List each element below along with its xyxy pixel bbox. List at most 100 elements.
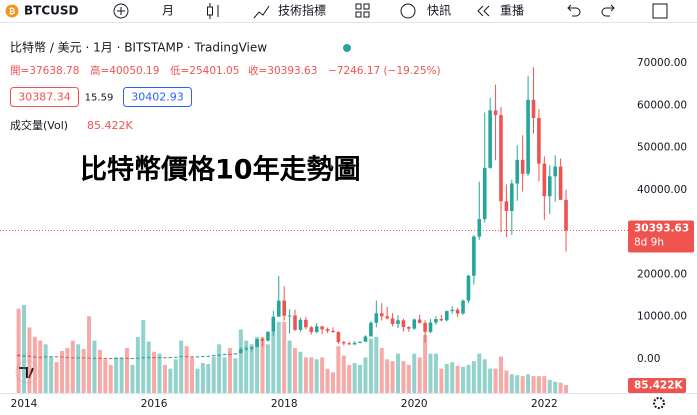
y-tick-label: 10000.00	[637, 311, 687, 323]
candle-body	[146, 357, 151, 359]
volume-bar	[314, 359, 319, 393]
ask[interactable]: 30402.93	[131, 91, 184, 104]
volume-bar	[217, 344, 222, 393]
x-tick-label: 2014	[11, 398, 38, 410]
replay-icon[interactable]	[477, 5, 490, 17]
candle-body	[526, 99, 530, 174]
volume-bar	[227, 348, 232, 393]
candle-body	[92, 357, 97, 359]
volume-bar	[406, 364, 411, 393]
volume-bar	[330, 372, 335, 393]
add-symbol-icon[interactable]	[113, 3, 129, 19]
candle-body	[336, 332, 341, 343]
candle-body	[325, 329, 330, 331]
candle-body	[542, 163, 547, 197]
fullscreen-icon[interactable]	[652, 3, 668, 19]
candle-body	[287, 315, 292, 317]
volume-bar	[396, 353, 400, 393]
x-tick-label: 2022	[531, 398, 558, 410]
candle-body	[293, 315, 297, 330]
candle-body	[450, 309, 454, 312]
candle-body	[499, 115, 503, 202]
volume-bar	[542, 376, 547, 393]
candle-body	[439, 319, 444, 321]
candle-body	[276, 300, 281, 317]
candle-body	[520, 159, 525, 174]
btc-logo	[5, 4, 19, 18]
alerts[interactable]: 快訊	[427, 3, 451, 18]
candle-body	[98, 357, 102, 359]
volume-bar	[222, 357, 227, 393]
candle-body	[184, 356, 189, 358]
price-tag-countdown: 8d 9h	[634, 236, 664, 248]
volume-tag-value: 85.422K	[634, 380, 684, 392]
volume-bar	[509, 374, 514, 393]
undo-icon[interactable]	[567, 4, 581, 17]
volume-bar	[87, 316, 92, 393]
candle-body	[455, 309, 460, 314]
candle-body	[412, 319, 417, 329]
volume-bar	[211, 356, 216, 393]
candle-body	[407, 327, 411, 329]
volume-name: 成交量(Vol)	[10, 118, 68, 132]
replay[interactable]: 重播	[500, 4, 524, 18]
candle-body	[222, 353, 227, 355]
candle-body	[374, 313, 379, 323]
volume-bar	[92, 340, 97, 393]
candle-body	[16, 354, 21, 356]
candle-body	[228, 353, 232, 355]
volume-bar	[173, 359, 178, 393]
candle-body	[358, 341, 362, 343]
candle-body	[488, 110, 492, 168]
volume-tag	[628, 378, 686, 394]
candle-body	[461, 300, 465, 314]
indicators[interactable]: 技術指標	[278, 3, 326, 18]
layout-icon[interactable]	[355, 3, 370, 18]
interval[interactable]: 月	[162, 4, 174, 18]
volume-bar	[32, 336, 37, 393]
candle-body	[401, 320, 406, 328]
volume-bar	[265, 344, 270, 393]
volume-bar	[244, 340, 249, 393]
volume-bar	[423, 334, 428, 393]
ohlc-change: −7246.17 (−19.25%)	[328, 65, 441, 77]
candle-body	[444, 311, 449, 321]
volume-bar	[412, 353, 417, 393]
volume-bar	[368, 338, 373, 393]
candle-body	[201, 356, 205, 358]
volume-bar	[38, 340, 43, 393]
settings-icon[interactable]	[653, 397, 665, 409]
alert-icon[interactable]	[400, 3, 416, 19]
volume-bar	[103, 359, 108, 393]
volume-bar	[157, 353, 162, 393]
ohlc-low: 低=25401.05	[170, 64, 239, 77]
bid[interactable]: 30387.34	[18, 91, 71, 104]
y-tick-label: 50000.00	[637, 142, 687, 154]
candle-body	[553, 166, 557, 177]
candle-body	[466, 275, 471, 301]
candle-body	[379, 313, 384, 317]
bid-box[interactable]	[10, 87, 79, 107]
ask-box[interactable]	[123, 87, 192, 107]
candle-body	[54, 356, 59, 358]
candle-body	[233, 353, 238, 355]
candle-body	[266, 331, 270, 341]
symbol[interactable]: BTCUSD	[24, 4, 79, 18]
y-tick-label: 70000.00	[637, 57, 687, 69]
candle-body	[71, 357, 75, 359]
x-tick-label: 2016	[141, 398, 168, 410]
volume-bar	[22, 304, 27, 393]
redo-icon[interactable]	[601, 4, 615, 17]
volume-bar	[358, 364, 363, 393]
indicators-icon[interactable]	[253, 5, 270, 19]
legend-title: 比特幣 / 美元 · 1月 · BITSTAMP · TradingView	[10, 40, 267, 55]
volume-bar	[531, 376, 536, 393]
volume-bar	[336, 346, 341, 393]
candle-body	[211, 354, 216, 356]
candle-body	[43, 356, 48, 358]
volume-bar	[49, 357, 54, 393]
volume-value: 85.422K	[87, 119, 133, 132]
market-status	[343, 44, 351, 52]
volume-bar	[325, 368, 330, 393]
